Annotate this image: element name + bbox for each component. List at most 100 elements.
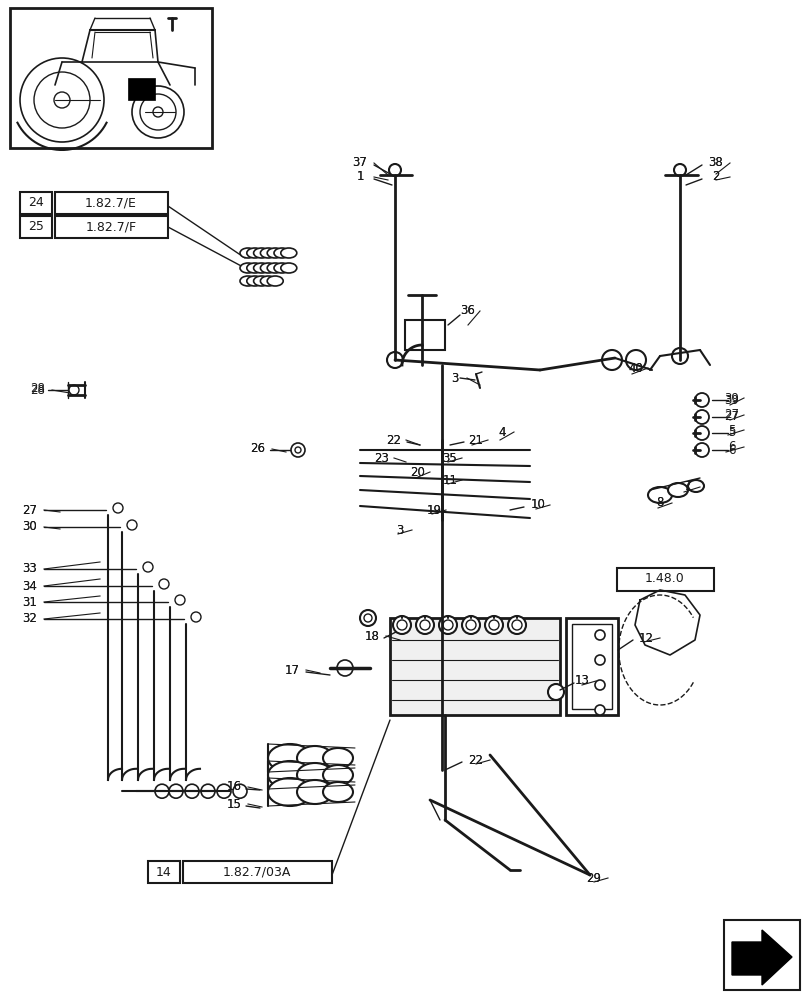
Text: 8: 8	[655, 496, 663, 510]
Text: 18: 18	[364, 630, 379, 643]
Text: 11: 11	[442, 474, 457, 487]
Circle shape	[388, 164, 401, 176]
Ellipse shape	[267, 276, 283, 286]
Text: 16: 16	[226, 780, 241, 794]
Text: 31: 31	[23, 595, 37, 608]
Circle shape	[594, 630, 604, 640]
Ellipse shape	[687, 480, 703, 492]
Text: 15: 15	[226, 798, 241, 810]
Ellipse shape	[297, 746, 333, 770]
Ellipse shape	[247, 248, 263, 258]
Text: 1: 1	[356, 170, 363, 184]
Text: 5: 5	[727, 426, 735, 440]
Text: 34: 34	[23, 580, 37, 592]
Text: 10: 10	[530, 498, 545, 512]
Text: 1.48.0: 1.48.0	[644, 572, 684, 585]
Circle shape	[54, 92, 70, 108]
Text: 23: 23	[374, 452, 389, 464]
Polygon shape	[731, 930, 791, 985]
Ellipse shape	[297, 780, 333, 804]
Ellipse shape	[323, 748, 353, 768]
Text: 22: 22	[468, 754, 483, 766]
Circle shape	[217, 784, 230, 798]
Text: 5: 5	[727, 424, 735, 436]
Text: 1.82.7/E: 1.82.7/E	[85, 196, 137, 210]
Circle shape	[601, 350, 621, 370]
Ellipse shape	[260, 276, 276, 286]
Text: 15: 15	[226, 798, 241, 810]
Text: 38: 38	[708, 156, 723, 169]
Circle shape	[113, 503, 122, 513]
Ellipse shape	[268, 761, 311, 789]
Text: 1.82.7/03A: 1.82.7/03A	[222, 865, 291, 879]
Circle shape	[201, 784, 215, 798]
Text: 13: 13	[574, 674, 589, 688]
Ellipse shape	[281, 263, 297, 273]
Text: 7: 7	[684, 481, 691, 493]
Text: 11: 11	[442, 474, 457, 487]
Ellipse shape	[323, 765, 353, 785]
Bar	[616, 568, 713, 591]
Circle shape	[363, 614, 371, 622]
Circle shape	[69, 385, 79, 395]
Circle shape	[143, 562, 152, 572]
Circle shape	[159, 579, 169, 589]
Text: 19: 19	[426, 504, 441, 516]
Text: 20: 20	[410, 466, 425, 480]
Text: 24: 24	[28, 196, 44, 210]
Bar	[571, 624, 611, 709]
Text: 27: 27	[23, 504, 37, 516]
Ellipse shape	[240, 248, 255, 258]
Ellipse shape	[240, 263, 255, 273]
Text: 32: 32	[23, 612, 37, 626]
Circle shape	[155, 784, 169, 798]
Text: 17: 17	[284, 664, 299, 676]
Text: 22: 22	[386, 434, 401, 446]
Text: 38: 38	[708, 156, 723, 169]
Text: 4: 4	[498, 426, 505, 438]
Circle shape	[175, 595, 185, 605]
Text: 27: 27	[723, 408, 739, 422]
Circle shape	[20, 58, 104, 142]
Text: 26: 26	[250, 442, 265, 454]
Text: 23: 23	[374, 452, 389, 464]
Text: 19: 19	[426, 504, 441, 516]
Text: 30: 30	[23, 520, 37, 534]
Text: 40: 40	[628, 361, 642, 374]
Text: 28: 28	[31, 383, 45, 396]
Text: 2: 2	[711, 170, 719, 184]
Text: 13: 13	[574, 674, 589, 688]
Circle shape	[415, 616, 433, 634]
Text: 37: 37	[352, 156, 367, 169]
Circle shape	[594, 655, 604, 665]
Circle shape	[439, 616, 457, 634]
Ellipse shape	[647, 487, 672, 503]
Circle shape	[185, 784, 199, 798]
Ellipse shape	[267, 263, 283, 273]
Circle shape	[191, 612, 201, 622]
Text: 33: 33	[23, 562, 37, 576]
Text: 22: 22	[468, 754, 483, 766]
Text: 36: 36	[460, 304, 475, 318]
Text: 10: 10	[530, 498, 545, 512]
Ellipse shape	[273, 263, 290, 273]
Text: 12: 12	[637, 632, 653, 645]
Text: 33: 33	[23, 562, 37, 576]
Text: 3: 3	[396, 524, 403, 536]
Circle shape	[393, 616, 410, 634]
Circle shape	[127, 520, 137, 530]
Text: 2: 2	[711, 170, 719, 184]
Circle shape	[547, 684, 564, 700]
Text: 29: 29	[586, 871, 601, 884]
Bar	[405, 320, 444, 350]
Circle shape	[419, 620, 430, 630]
Text: 12: 12	[637, 632, 653, 645]
Ellipse shape	[253, 276, 269, 286]
Ellipse shape	[323, 782, 353, 802]
Circle shape	[594, 705, 604, 715]
Circle shape	[594, 680, 604, 690]
Ellipse shape	[297, 763, 333, 787]
Ellipse shape	[667, 483, 687, 497]
Ellipse shape	[260, 248, 276, 258]
Text: 28: 28	[31, 381, 45, 394]
